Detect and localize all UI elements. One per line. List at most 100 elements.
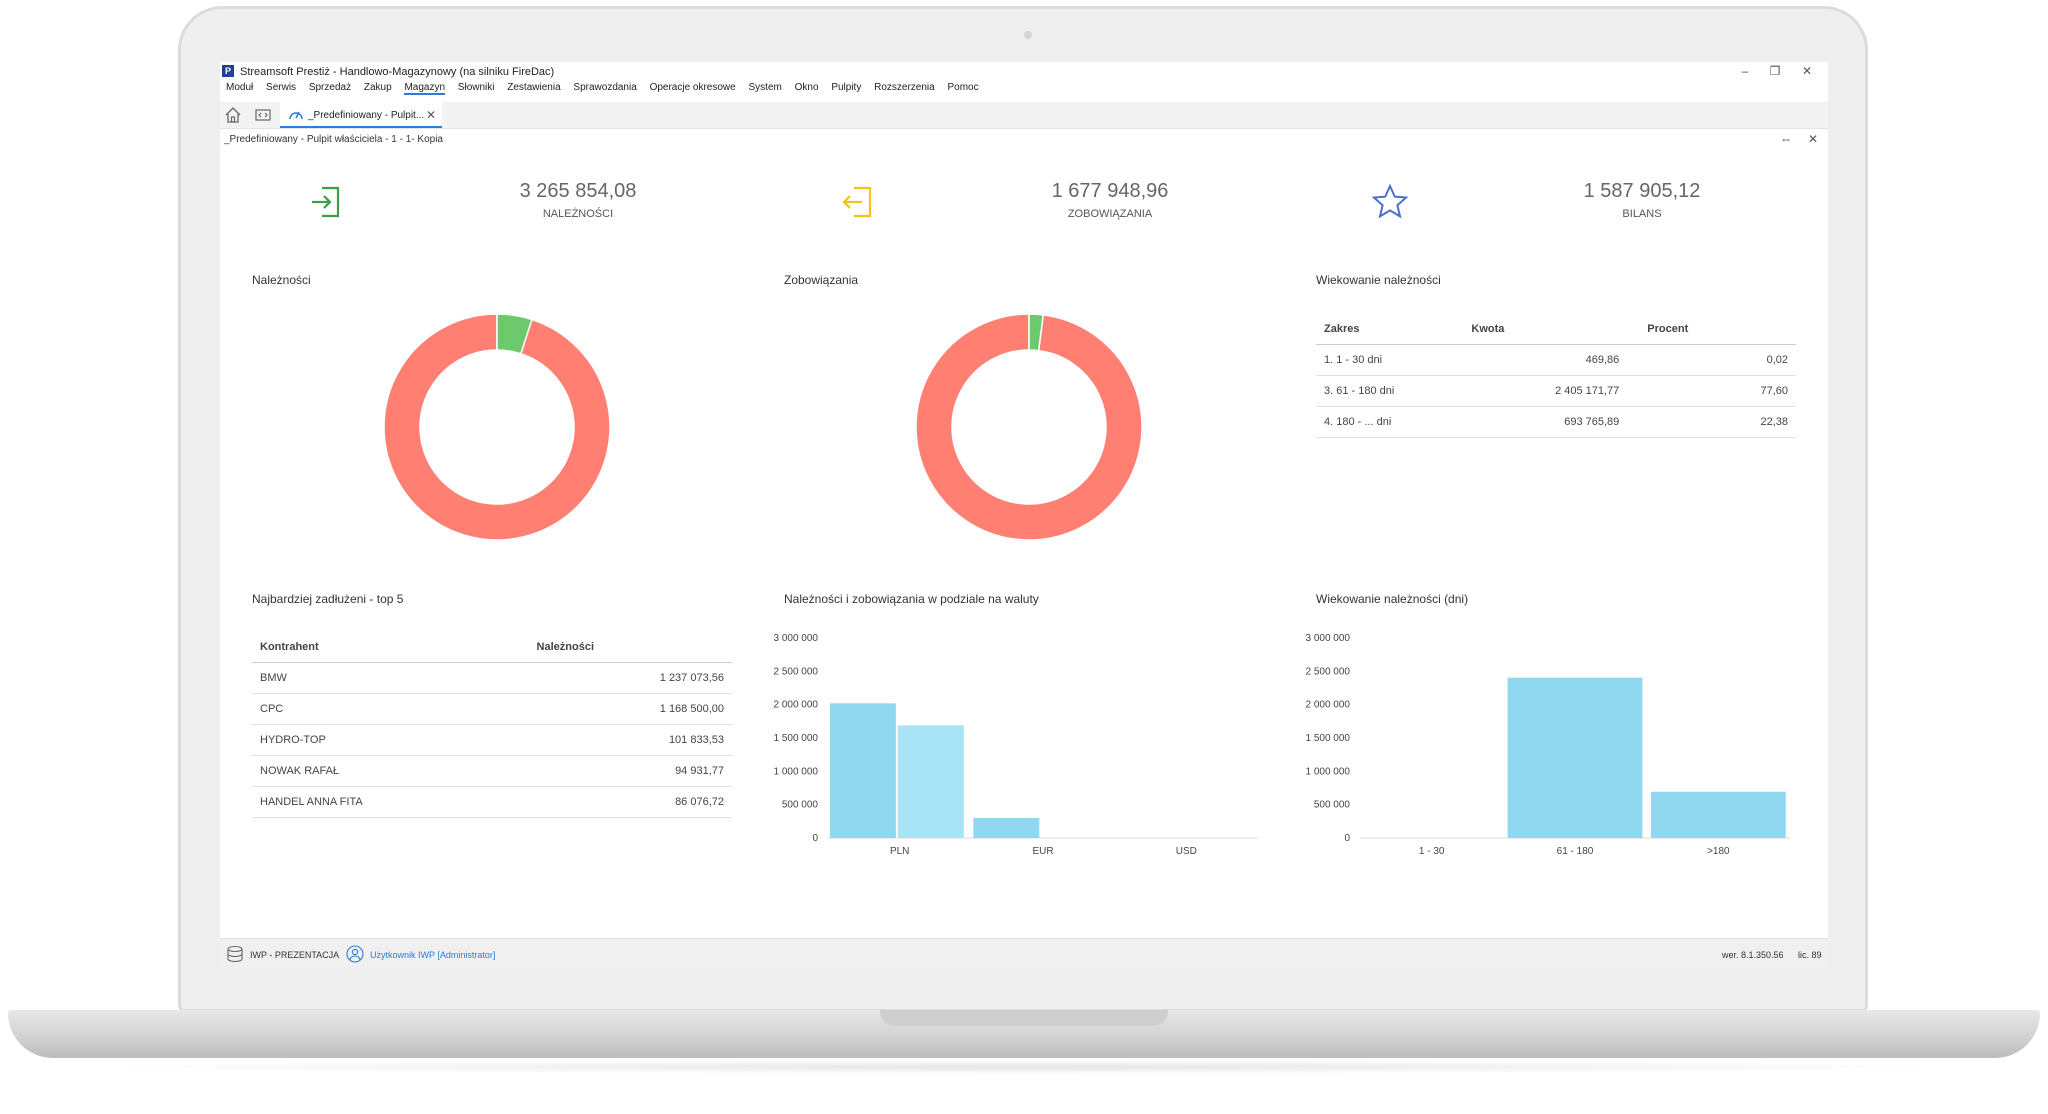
kpi-balance-label: BILANS xyxy=(1622,208,1662,220)
y-tick-label: 2 500 000 xyxy=(774,666,819,677)
app-screen: P Streamsoft Prestiż - Handlowo-Magazyno… xyxy=(220,62,1828,968)
y-tick-label: 3 000 000 xyxy=(774,633,819,644)
cell-procent: 22,38 xyxy=(1627,406,1796,438)
table-row[interactable]: 4. 180 - ... dni 693 765,89 22,38 xyxy=(1316,406,1796,438)
table-row[interactable]: NOWAK RAFAŁ 94 931,77 xyxy=(252,755,732,787)
tab-close-icon[interactable]: ✕ xyxy=(426,108,437,122)
top5-table: Kontrahent Należności BMW 1 237 073,56 C… xyxy=(252,632,732,818)
cell-naleznosci: 94 931,77 xyxy=(528,755,732,787)
table-row[interactable]: HYDRO-TOP 101 833,53 xyxy=(252,724,732,756)
cell-kontrahent: HYDRO-TOP xyxy=(252,724,529,756)
column-header-kwota[interactable]: Kwota xyxy=(1463,314,1628,345)
column-header-naleznosci[interactable]: Należności xyxy=(528,632,732,663)
database-icon xyxy=(226,945,244,965)
user-icon xyxy=(346,945,364,965)
donut-slice-green[interactable] xyxy=(496,313,533,355)
table-row[interactable]: HANDEL ANNA FITA 86 076,72 xyxy=(252,786,732,818)
tab-bar: _Predefiniowany - Pulpit... ✕ xyxy=(220,102,1828,129)
y-tick-label: 0 xyxy=(1344,833,1350,844)
gauge-icon xyxy=(288,107,304,124)
menu-item-pomoc[interactable]: Pomoc xyxy=(947,82,979,93)
table-row[interactable]: 1. 1 - 30 dni 469,86 0,02 xyxy=(1316,344,1796,376)
tab-pulpit-wlasciciela[interactable]: _Predefiniowany - Pulpit... ✕ xyxy=(280,102,442,128)
menu-item-pulpity[interactable]: Pulpity xyxy=(831,82,862,93)
window-title: Streamsoft Prestiż - Handlowo-Magazynowy… xyxy=(240,66,555,78)
cell-kontrahent: NOWAK RAFAŁ xyxy=(252,755,529,787)
menu-item-okno[interactable]: Okno xyxy=(794,82,819,93)
kpi-liabilities-label: ZOBOWIĄZANIA xyxy=(1067,208,1153,220)
app-logo-icon: P xyxy=(222,65,234,77)
cell-kontrahent: HANDEL ANNA FITA xyxy=(252,786,529,818)
table-header-row: Zakres Kwota Procent xyxy=(1316,314,1796,345)
home-icon[interactable] xyxy=(224,106,242,124)
laptop-shadow xyxy=(60,1060,1988,1074)
donut-slice-red[interactable] xyxy=(915,313,1143,541)
table-row[interactable]: 3. 61 - 180 dni 2 405 171,77 77,60 xyxy=(1316,375,1796,407)
cell-kwota: 2 405 171,77 xyxy=(1463,375,1628,407)
menu-bar: Moduł Serwis Sprzedaż Zakup Magazyn Słow… xyxy=(226,82,989,98)
minimize-button[interactable]: – xyxy=(1741,64,1749,78)
status-database: IWP - PREZENTACJA xyxy=(250,950,340,960)
bar-2[interactable] xyxy=(1650,791,1786,838)
x-tick-label: >180 xyxy=(1707,846,1730,857)
cell-procent: 0,02 xyxy=(1627,344,1796,376)
donut-slice-green[interactable] xyxy=(1028,313,1045,352)
tab-label: _Predefiniowany - Pulpit... xyxy=(308,110,425,121)
cell-kwota: 693 765,89 xyxy=(1463,406,1628,438)
y-tick-label: 2 500 000 xyxy=(1306,666,1351,677)
laptop-camera xyxy=(1024,31,1032,39)
page-close-icon[interactable]: ✕ xyxy=(1808,132,1819,146)
y-tick-label: 0 xyxy=(812,833,818,844)
y-tick-label: 2 000 000 xyxy=(1306,700,1351,711)
page-title: _Predefiniowany - Pulpit właściciela - 1… xyxy=(224,134,443,145)
menu-item-slowniki[interactable]: Słowniki xyxy=(457,82,495,93)
column-header-kontrahent[interactable]: Kontrahent xyxy=(252,632,529,663)
table-row[interactable]: BMW 1 237 073,56 xyxy=(252,662,732,694)
menu-item-sprawozdania[interactable]: Sprawozdania xyxy=(573,82,637,93)
menu-item-rozszerzenia[interactable]: Rozszerzenia xyxy=(874,82,935,93)
menu-item-zestawienia[interactable]: Zestawienia xyxy=(507,82,561,93)
code-window-icon[interactable] xyxy=(254,106,272,124)
x-tick-label: PLN xyxy=(890,846,909,857)
pin-icon[interactable]: ⇔ xyxy=(1780,132,1792,146)
bar-pln-0[interactable] xyxy=(830,703,896,838)
bar-eur-0[interactable] xyxy=(973,818,1040,838)
bar-pln-1[interactable] xyxy=(897,725,964,838)
currency-bar-chart: 0 500 000 1 000 000 1 500 000 2 000 000 2 500… xyxy=(774,633,1258,857)
cell-zakres: 3. 61 - 180 dni xyxy=(1316,375,1464,407)
kpi-liabilities-value: 1 677 948,96 xyxy=(1051,180,1169,202)
y-tick-label: 2 000 000 xyxy=(774,700,819,711)
status-version: wer. 8.1.350.56 xyxy=(1722,950,1784,960)
kpi-receivables-label: NALEŻNOŚCI xyxy=(542,208,614,220)
donut-slice-red[interactable] xyxy=(383,313,611,541)
menu-item-zakup[interactable]: Zakup xyxy=(363,82,392,93)
liabilities-donut-chart xyxy=(915,313,1143,541)
x-tick-label: 61 - 180 xyxy=(1557,846,1594,857)
menu-item-operacje-okresowe[interactable]: Operacje okresowe xyxy=(649,82,736,93)
cell-zakres: 4. 180 - ... dni xyxy=(1316,406,1464,438)
panel-title-aging: Wiekowanie należności xyxy=(1316,273,1441,287)
star-icon xyxy=(1368,180,1412,224)
restore-button[interactable]: ❐ xyxy=(1769,64,1781,78)
menu-item-serwis[interactable]: Serwis xyxy=(266,82,297,93)
cell-zakres: 1. 1 - 30 dni xyxy=(1316,344,1464,376)
menu-item-magazyn[interactable]: Magazyn xyxy=(404,82,446,95)
menu-item-sprzedaz[interactable]: Sprzedaż xyxy=(308,82,352,93)
y-tick-label: 500 000 xyxy=(1314,800,1351,811)
kpi-receivables-value: 3 265 854,08 xyxy=(519,180,637,202)
cell-naleznosci: 101 833,53 xyxy=(528,724,732,756)
cell-procent: 77,60 xyxy=(1627,375,1796,407)
y-tick-label: 1 500 000 xyxy=(1306,733,1351,744)
window-close-button[interactable]: ✕ xyxy=(1801,64,1813,78)
column-header-zakres[interactable]: Zakres xyxy=(1316,314,1464,345)
cell-kontrahent: BMW xyxy=(252,662,529,694)
panel-title-liabilities: Zobowiązania xyxy=(784,273,859,287)
table-row[interactable]: CPC 1 168 500,00 xyxy=(252,693,732,725)
logout-icon xyxy=(836,180,880,224)
menu-item-system[interactable]: System xyxy=(748,82,782,93)
cell-kwota: 469,86 xyxy=(1463,344,1628,376)
menu-item-modul[interactable]: Moduł xyxy=(226,82,254,93)
bar-1[interactable] xyxy=(1507,677,1643,838)
status-user[interactable]: Użytkownik IWP [Administrator] xyxy=(370,950,496,960)
column-header-procent[interactable]: Procent xyxy=(1627,314,1796,345)
